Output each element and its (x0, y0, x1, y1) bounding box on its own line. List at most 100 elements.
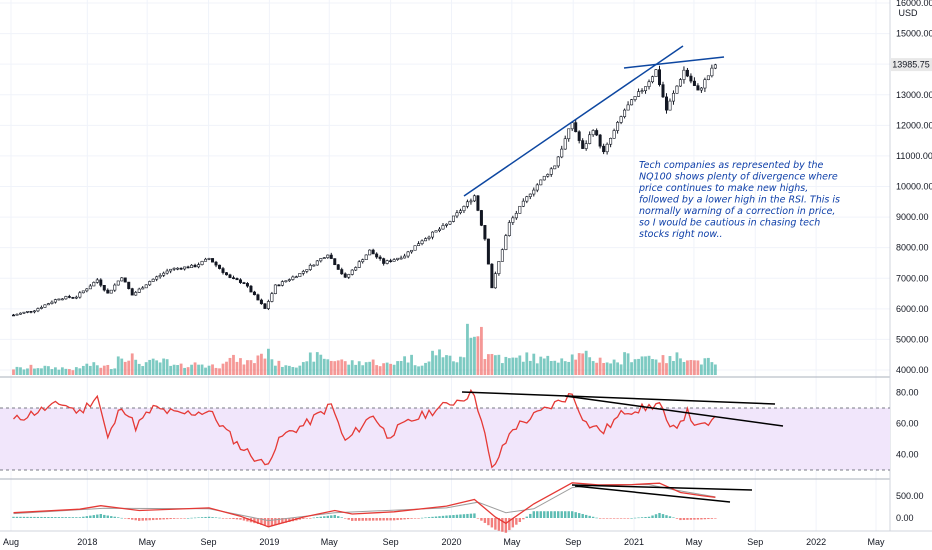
volume-bar (225, 361, 228, 375)
volume-bar (221, 363, 225, 375)
volume-bar (179, 363, 183, 375)
volume-bar (214, 367, 218, 375)
candle-body (664, 96, 668, 111)
macd-histogram-bar (323, 516, 326, 518)
macd-histogram-bar (490, 518, 494, 528)
macd-histogram-bar (640, 517, 644, 518)
macd-histogram-bar (567, 511, 570, 518)
candle-body (340, 269, 344, 275)
volume-bar (399, 360, 403, 375)
macd-histogram-bar (445, 515, 448, 518)
candle-body (148, 281, 152, 286)
volume-bar (280, 366, 284, 375)
volume-bar (466, 323, 469, 375)
macd-trendline-short[interactable] (574, 485, 731, 503)
volume-bar (235, 361, 239, 375)
candle-body (53, 299, 57, 303)
macd-histogram-bar (434, 516, 438, 518)
candle-body (319, 258, 323, 262)
candle-body (539, 179, 543, 186)
volume-bar (710, 362, 714, 375)
candle-body (623, 109, 627, 117)
candle-body (458, 210, 462, 214)
volume-bar (22, 369, 26, 375)
candle-body (57, 298, 61, 301)
macd-histogram-bar (581, 513, 584, 518)
time-tick-label: Sep (201, 537, 217, 547)
macd-histogram-bar (246, 518, 249, 522)
macd-histogram-bar (344, 518, 347, 519)
candle-body (151, 278, 155, 282)
macd-histogram-bar (403, 518, 406, 520)
time-axis: Aug 2018 May Sep 2019 May Sep 2020 May Sep 2021 May… (3, 537, 885, 547)
macd-trendline-long[interactable] (571, 484, 753, 491)
macd-histogram-bar (225, 518, 228, 519)
candle-body (256, 294, 260, 301)
candle-body (493, 273, 497, 289)
macd-histogram-bar (207, 516, 211, 518)
macd-histogram-bar (668, 516, 672, 518)
volume-bar (616, 362, 619, 375)
volume-bar (480, 326, 483, 375)
candle-body (385, 260, 389, 264)
volume-bar (469, 337, 473, 375)
volume-bar (322, 358, 326, 375)
candle-body (120, 277, 124, 282)
volume-bar (319, 354, 323, 375)
candle-body (486, 238, 490, 265)
macd-histogram-bar (588, 515, 591, 518)
candle-body (413, 245, 417, 251)
volume-bar (137, 363, 141, 375)
macd-histogram-bar (15, 516, 19, 518)
candle-body (514, 213, 518, 219)
macd-histogram-bar (431, 516, 434, 518)
volume-bar (60, 367, 64, 375)
macd-histogram-bar (82, 516, 85, 518)
rsi-trendline-long[interactable] (461, 391, 776, 405)
volume-bar (249, 360, 253, 375)
candle-body (186, 266, 190, 269)
volume-bar (357, 361, 361, 375)
volume-bar (371, 359, 375, 375)
volume-bar (218, 368, 221, 375)
candle-body (563, 138, 567, 150)
volume-bar (700, 364, 703, 375)
volume-bar (92, 362, 96, 375)
candle-body (266, 301, 270, 309)
price-trendline-highs[interactable] (463, 45, 684, 197)
macd-histogram-bar (515, 518, 518, 525)
macd-histogram-bar (511, 518, 515, 528)
volume-bar (169, 365, 173, 375)
macd-histogram-bar (347, 518, 350, 520)
macd-histogram-bar (162, 518, 165, 520)
price-trendline-recent[interactable] (623, 56, 725, 69)
volume-bar (176, 365, 180, 375)
volume-bar (675, 352, 679, 375)
macd-histogram-bar (186, 518, 190, 519)
macd-histogram-bar (148, 518, 151, 521)
macd-histogram-bar (155, 518, 158, 520)
macd-histogram-bar (382, 518, 385, 521)
macd-histogram-bar (47, 517, 50, 518)
macd-histogram-bar (197, 517, 200, 518)
macd-histogram-bar (68, 517, 71, 518)
macd-histogram-bar (399, 518, 403, 520)
candle-body (685, 69, 689, 77)
macd-histogram-bar (703, 518, 707, 520)
volume-bar (162, 358, 166, 375)
macd-histogram-bar (626, 518, 630, 519)
volume-bar (703, 358, 707, 375)
volume-bar (504, 356, 508, 375)
volume-bar (605, 362, 609, 375)
volume-bar (53, 367, 57, 375)
macd-histogram-bar (337, 516, 340, 518)
candle-body (183, 266, 187, 270)
volume-bar (270, 359, 274, 375)
rsi-trendline-short[interactable] (564, 395, 784, 427)
macd-histogram-bar (305, 518, 309, 519)
candle-body (172, 267, 176, 270)
macd-histogram-bar (466, 513, 469, 518)
candle-body (521, 200, 525, 207)
macd-histogram-bar (75, 517, 78, 518)
